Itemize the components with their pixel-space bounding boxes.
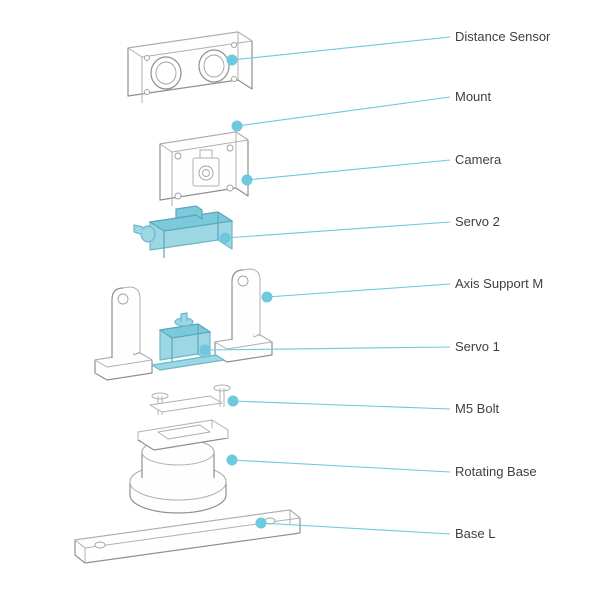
dot-servo-1	[200, 345, 211, 356]
dot-rotating-base	[227, 455, 238, 466]
leader-axis-support-m	[267, 284, 450, 297]
label-mount: Mount	[455, 89, 492, 104]
leader-distance-sensor	[232, 37, 450, 60]
part-servo-2	[134, 206, 232, 258]
label-base-l: Base L	[455, 526, 495, 541]
dot-mount	[232, 121, 243, 132]
dot-base-l	[256, 518, 267, 529]
leader-rotating-base	[232, 460, 450, 472]
part-servo-1	[152, 313, 224, 370]
leader-camera	[247, 160, 450, 180]
part-distance-sensor	[128, 32, 252, 103]
dot-axis-support-m	[262, 292, 273, 303]
leader-m5-bolt	[233, 401, 450, 409]
label-distance-sensor: Distance Sensor	[455, 29, 551, 44]
part-rotating-base	[130, 420, 228, 513]
leader-servo-2	[225, 222, 450, 238]
part-m5-bolt	[150, 385, 230, 415]
dot-m5-bolt	[228, 396, 239, 407]
label-servo-2: Servo 2	[455, 214, 500, 229]
label-servo-1: Servo 1	[455, 339, 500, 354]
labels: Distance Sensor Mount Camera Servo 2 Axis Su…	[455, 29, 551, 541]
exploded-diagram: Distance Sensor Mount Camera Servo 2 Axis Su…	[0, 0, 600, 600]
label-camera: Camera	[455, 152, 502, 167]
label-rotating-base: Rotating Base	[455, 464, 537, 479]
dot-camera	[242, 175, 253, 186]
dot-distance-sensor	[227, 55, 238, 66]
label-m5-bolt: M5 Bolt	[455, 401, 499, 416]
part-base-l	[75, 510, 300, 563]
leader-mount	[237, 97, 450, 126]
dot-servo-2	[220, 233, 231, 244]
label-axis-support-m: Axis Support M	[455, 276, 543, 291]
